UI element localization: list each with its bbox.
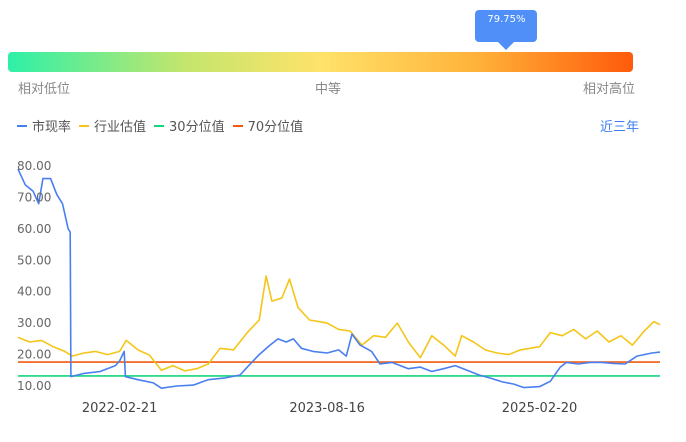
x-tick-label: 2023-08-16: [289, 401, 365, 416]
legend-label: 70分位值: [247, 120, 304, 135]
y-tick-label: 40.00: [17, 285, 51, 299]
legend-swatch: [79, 124, 90, 127]
legend-swatch: [17, 124, 27, 127]
legend-swatch: [232, 124, 243, 127]
range-select-three-years[interactable]: 近三年: [600, 120, 640, 135]
percentile-label: 79.75%: [487, 14, 526, 25]
legend-label: 30分位值: [169, 120, 225, 135]
legend-swatch: [154, 124, 165, 127]
x-tick-label: 2022-02-21: [82, 401, 158, 416]
legend-label: 市现率: [32, 120, 72, 135]
y-tick-label: 10.00: [17, 379, 51, 393]
y-tick-label: 50.00: [17, 253, 51, 267]
legend-item-p70[interactable]: 70分位值: [232, 116, 304, 135]
legend-item-industry[interactable]: 行业估值: [79, 116, 146, 135]
series-line-0: [17, 168, 661, 389]
x-tick-label: 2025-02-20: [502, 401, 578, 416]
percentile-gradient-bar: [8, 52, 633, 72]
series-line-1: [17, 275, 661, 372]
valuation-line-chart: 80.00 70.00 60.00 50.00 40.00 30.00 20.00 10.00…: [17, 159, 661, 416]
scale-high-label: 相对高位: [583, 82, 636, 97]
scale-low-label: 相对低位: [18, 82, 71, 97]
scale-mid-label: 中等: [315, 82, 342, 97]
y-tick-label: 80.00: [17, 159, 51, 173]
legend-label: 行业估值: [94, 120, 147, 135]
chart-legend: 市现率 行业估值 30分位值 70分位值: [17, 116, 311, 135]
y-tick-label: 20.00: [17, 348, 51, 362]
legend-item-p30[interactable]: 30分位值: [154, 116, 225, 135]
y-tick-label: 60.00: [17, 222, 51, 236]
percentile-bubble: 79.75%: [475, 10, 538, 50]
legend-item-pcf[interactable]: 市现率: [17, 116, 71, 135]
y-tick-label: 70.00: [17, 190, 51, 204]
y-tick-label: 30.00: [17, 316, 51, 330]
